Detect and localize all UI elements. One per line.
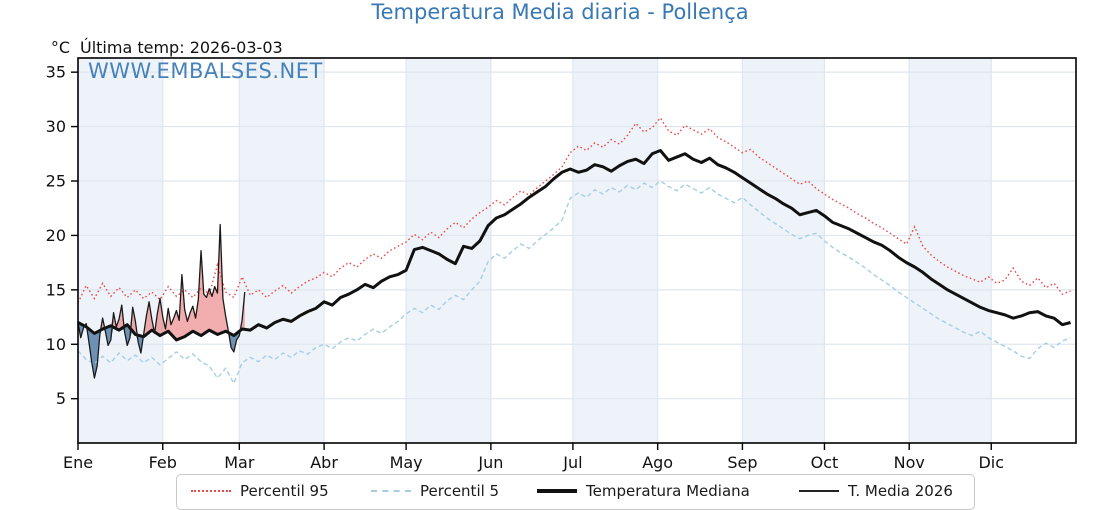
legend-label: Temperatura Mediana [586,482,750,500]
watermark: WWW.EMBALSES.NET [88,59,323,83]
last-temp-label: Última temp: 2026-03-03 [80,38,283,57]
percentil95-line [77,116,1071,304]
x-tick-label: Sep [727,453,757,472]
month-band [742,58,825,443]
y-tick-label: 15 [46,280,66,299]
x-tick-label: Oct [811,453,839,472]
x-tick-label: Mar [224,453,255,472]
mediana-line-swatch-icon [537,489,577,493]
legend-label: Percentil 95 [240,482,329,500]
x-tick-label: Feb [149,453,177,472]
mediana-line [77,149,1071,342]
y-tick-label: 25 [46,171,66,190]
y-axis-unit-label: °C [50,38,70,57]
legend-label: Percentil 5 [420,482,500,500]
month-band [78,58,163,443]
legend-item-tmedia2026: T. Media 2026 [799,475,953,507]
chart-title: Temperatura Media diaria - Pollença [371,0,749,24]
percentil5-line [77,180,1071,386]
tmedia2026-line-swatch-icon [799,490,839,492]
month-band [239,58,325,443]
x-tick-label: Nov [894,453,925,472]
x-tick-label: Ago [642,453,673,472]
month-band [406,58,491,443]
legend-item-mediana: Temperatura Mediana [537,475,750,507]
month-band [572,58,658,443]
month-band [909,58,992,443]
x-tick-label: Jun [477,453,503,472]
subtitle-row: °C Última temp: 2026-03-03 [0,38,1120,58]
y-tick-label: 5 [56,389,66,408]
x-tick-label: Jul [562,453,582,472]
x-tick-label: Ene [63,453,93,472]
y-tick-label: 35 [46,63,66,82]
legend: Percentil 95 Percentil 5 Temperatura Med… [176,474,975,510]
percentil95-line-swatch-icon [191,490,231,492]
legend-item-percentil95: Percentil 95 [191,475,329,507]
plot-frame [77,57,1077,444]
x-tick-label: Dic [978,453,1004,472]
legend-label: T. Media 2026 [848,482,953,500]
y-tick-label: 30 [46,117,66,136]
percentil5-line-swatch-icon [371,490,411,492]
y-tick-label: 10 [46,335,66,354]
legend-item-percentil5: Percentil 5 [371,475,499,507]
fill-above-median [78,224,245,340]
tmedia2026-line [77,223,246,379]
y-tick-label: 20 [46,226,66,245]
x-tick-label: May [390,453,423,472]
fill-below-median [78,322,245,379]
x-tick-label: Abr [310,453,338,472]
